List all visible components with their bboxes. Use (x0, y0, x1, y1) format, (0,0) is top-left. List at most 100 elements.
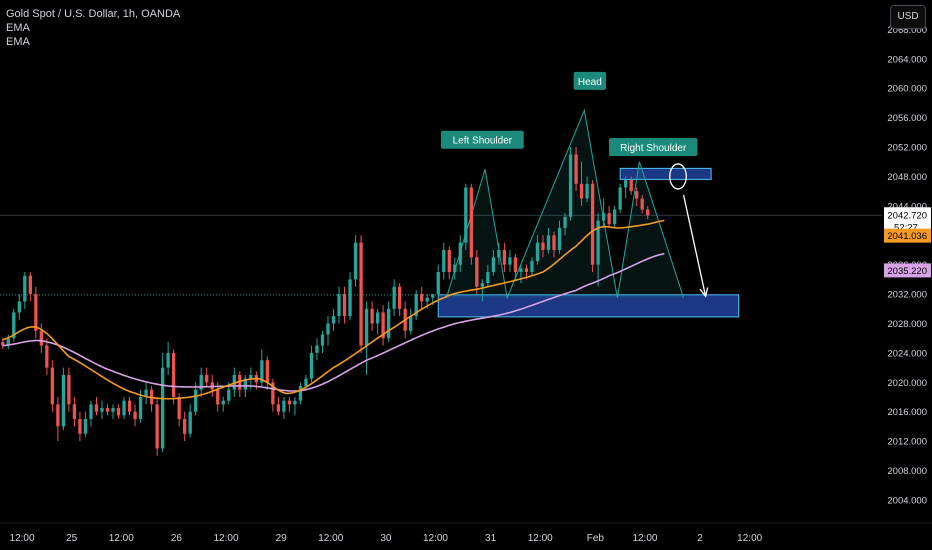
candle (624, 176, 628, 199)
ema-slow-line[interactable] (2, 252, 665, 392)
candle-body (133, 411, 137, 420)
candle (67, 367, 71, 412)
candle (535, 235, 540, 265)
forecast-arrow[interactable] (682, 194, 707, 297)
candle (596, 213, 600, 287)
candle (612, 205, 617, 228)
candle-body (414, 294, 418, 317)
y-tick-label: 2064.000 (887, 54, 927, 65)
candle (469, 183, 473, 265)
candle (342, 286, 347, 324)
pattern-label-1[interactable]: Left Shoulder (440, 130, 524, 149)
pattern-fill-2 (507, 110, 618, 298)
candle-body (607, 213, 611, 225)
x-tick-label: 2 (697, 533, 703, 544)
candle-body (6, 338, 10, 346)
candle-body (579, 183, 584, 199)
candle (546, 227, 551, 254)
candle (72, 397, 77, 427)
ema-indicator-2[interactable]: EMA (6, 36, 30, 48)
candle (557, 220, 562, 254)
pattern-label-3[interactable]: Right Shoulder (609, 138, 698, 157)
candle (238, 371, 242, 398)
y-tick-label: 2056.000 (887, 113, 927, 124)
candle-body (585, 183, 589, 199)
candle-body (420, 294, 424, 302)
candle-body (557, 227, 562, 250)
candle-body (601, 213, 606, 221)
currency-button[interactable]: USD (890, 5, 926, 29)
ema-fast-line[interactable] (2, 219, 665, 400)
candle-body (171, 352, 176, 398)
y-tick-label: 2024.000 (887, 348, 927, 359)
candle-body (629, 180, 633, 192)
candle-body (122, 400, 126, 416)
candle (315, 338, 319, 361)
candle (370, 301, 374, 331)
candle (94, 397, 99, 416)
candle-body (45, 345, 49, 368)
candle-body (23, 275, 27, 302)
symbol-title: Gold Spot / U.S. Dollar, 1h, OANDA (6, 8, 181, 20)
y-tick-label: 2012.000 (887, 437, 927, 448)
candle-body (265, 360, 270, 383)
candle-body (447, 249, 451, 273)
candle (348, 272, 352, 320)
candle (100, 400, 104, 420)
candle (458, 235, 462, 273)
candle (298, 382, 303, 405)
candle-body (17, 301, 21, 313)
candle (541, 235, 545, 258)
candle (386, 301, 391, 342)
candle (1, 338, 5, 350)
candle (414, 290, 418, 320)
candle (513, 253, 518, 280)
candle-body (513, 257, 518, 273)
candle-body (392, 286, 396, 309)
pattern-label-box (440, 130, 524, 149)
candle (221, 397, 225, 412)
zone-2[interactable] (619, 167, 712, 180)
chart-legend: Gold Spot / U.S. Dollar, 1h, OANDA EMA E… (6, 7, 180, 49)
candle (601, 198, 606, 228)
candle (309, 345, 314, 383)
candle-body (442, 249, 446, 273)
ema-fast-tag (884, 228, 931, 243)
candle (409, 308, 413, 335)
candle-body (315, 345, 319, 353)
pattern-label-text: Head (578, 77, 602, 88)
highlight-circle[interactable] (669, 163, 687, 190)
y-tick-label: 2060.000 (887, 84, 927, 95)
candle (205, 367, 209, 386)
candle (579, 161, 584, 206)
x-tick-label: Feb (587, 533, 605, 544)
candle (155, 397, 159, 456)
candle (160, 352, 165, 453)
candle (629, 176, 633, 195)
candle (111, 404, 115, 420)
candle-body (28, 275, 32, 295)
ema-indicator-1[interactable]: EMA (6, 22, 30, 34)
pattern-line[interactable] (446, 108, 685, 300)
candle-body (342, 294, 347, 317)
candle (320, 330, 325, 353)
candle (183, 411, 187, 442)
candle-body (100, 408, 104, 412)
candle (590, 180, 595, 273)
candle (635, 187, 639, 206)
x-tick-label: 31 (485, 533, 497, 544)
candle-body (309, 352, 314, 379)
y-tick-label: 2052.000 (887, 143, 927, 154)
ema-fast-value: 2041.036 (887, 231, 927, 242)
candle-body (282, 400, 286, 412)
candle-body (39, 330, 43, 346)
pattern-label-2[interactable]: Head (573, 71, 607, 90)
candle-body (475, 257, 479, 287)
candle (17, 294, 21, 320)
candle (618, 183, 622, 214)
zone-1[interactable] (437, 294, 740, 318)
candles-layer (1, 147, 650, 456)
candle-body (612, 209, 617, 225)
candle (502, 242, 507, 273)
